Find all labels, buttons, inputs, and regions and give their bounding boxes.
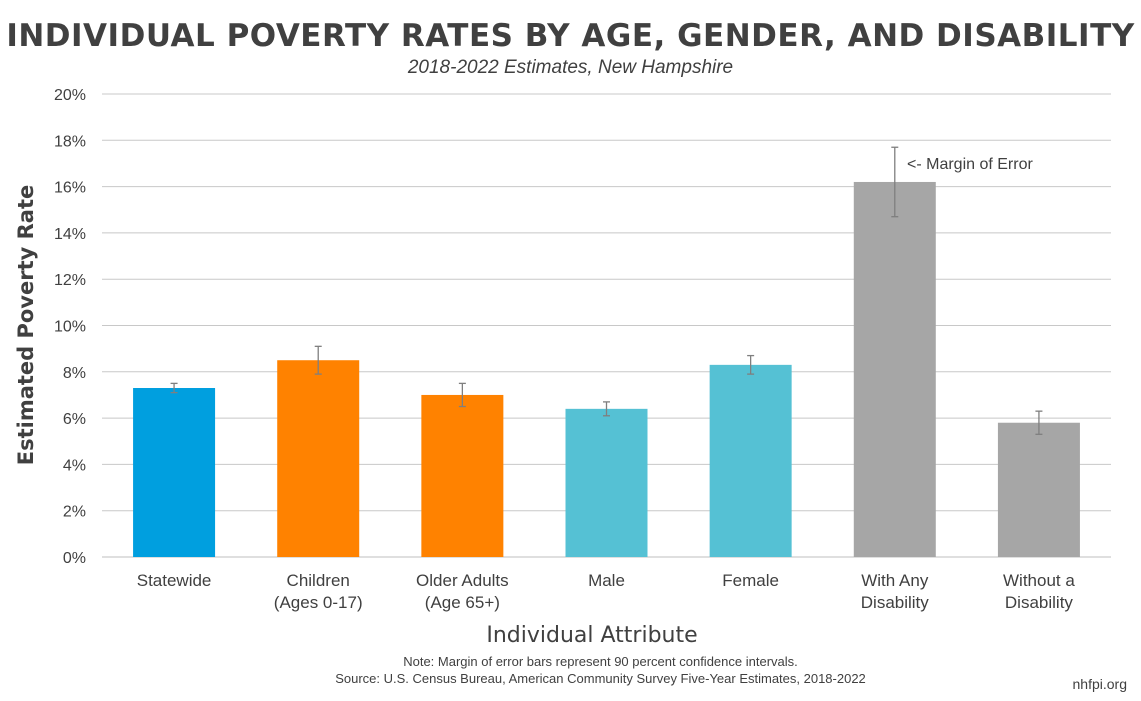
chart-source: Source: U.S. Census Bureau, American Com… — [335, 671, 866, 686]
x-axis-label: Individual Attribute — [486, 623, 697, 648]
bar — [277, 360, 360, 557]
chart-title: INDIVIDUAL POVERTY RATES BY AGE, GENDER,… — [6, 18, 1135, 54]
y-tick-label: 2% — [63, 504, 86, 521]
error-bar — [747, 354, 755, 375]
y-tick-label: 20% — [54, 87, 86, 104]
bar — [565, 408, 648, 557]
chart-subtitle: 2018-2022 Estimates, New Hampshire — [407, 57, 734, 78]
y-tick-label: 12% — [54, 272, 86, 289]
error-bar — [170, 382, 178, 394]
bar — [709, 364, 792, 557]
x-tick-labels: Statewide Children (Ages 0-17) Older Adults… — [137, 571, 1076, 612]
bars — [133, 181, 1080, 557]
bar — [853, 181, 936, 557]
x-tick-label: Statewide — [137, 571, 212, 590]
x-tick-label: Male — [588, 571, 625, 590]
y-tick-label: 10% — [54, 319, 86, 336]
bar — [133, 388, 216, 557]
x-tick-label: Older Adults (Age 65+) — [416, 571, 509, 612]
y-axis-label: Estimated Poverty Rate — [14, 185, 38, 466]
margin-of-error-annotation: <- Margin of Error — [907, 156, 1033, 173]
x-tick-label: Children (Ages 0-17) — [274, 571, 363, 612]
y-tick-label: 6% — [63, 411, 86, 428]
error-bar — [891, 146, 899, 218]
x-tick-label: Without a Disability — [1003, 571, 1075, 612]
bar — [421, 394, 504, 557]
x-tick-label: Female — [722, 571, 779, 590]
y-tick-label: 4% — [63, 457, 86, 474]
error-bar — [314, 345, 322, 375]
bar — [997, 422, 1080, 557]
x-tick-label: With Any Disability — [861, 571, 930, 612]
chart-note: Note: Margin of error bars represent 90 … — [403, 654, 798, 669]
error-bar — [458, 382, 466, 408]
error-bar — [603, 401, 610, 417]
y-tick-label: 14% — [54, 226, 86, 243]
error-bar — [1035, 410, 1043, 435]
y-tick-label: 16% — [54, 180, 86, 197]
error-bars — [170, 146, 1043, 435]
y-tick-label: 0% — [63, 550, 86, 567]
credit-link[interactable]: nhfpi.org — [1072, 676, 1127, 692]
y-tick-label: 8% — [63, 365, 86, 382]
y-tick-label: 18% — [54, 133, 86, 150]
y-tick-labels: 0% 2% 4% 6% 8% 10% 12% 14% 16% 18% 20% — [54, 87, 86, 567]
